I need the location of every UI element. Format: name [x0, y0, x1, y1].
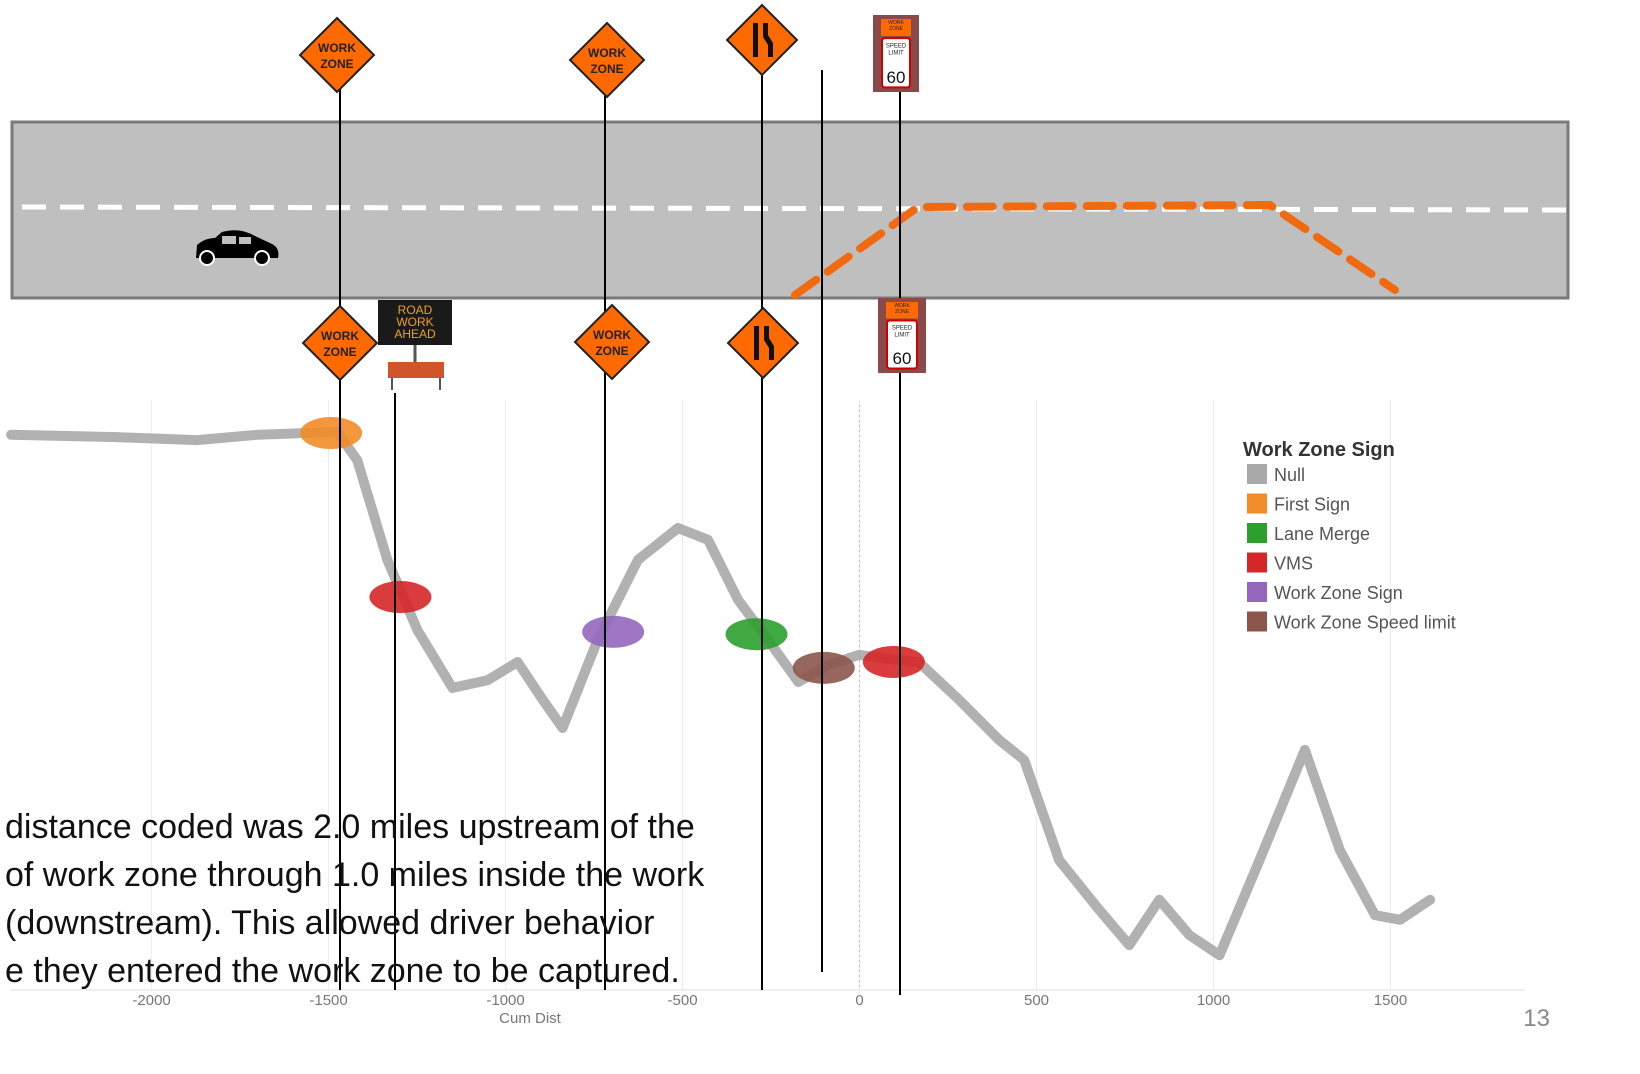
x-tick-label: 0	[855, 992, 863, 1009]
sign-marker	[726, 618, 788, 650]
sign-text: LIMIT	[888, 50, 904, 56]
merge-symbol	[754, 326, 759, 360]
sign-marker	[793, 652, 855, 684]
x-tick-label: 1000	[1197, 992, 1230, 1009]
sign-diamond	[728, 308, 798, 378]
sign-diamond	[575, 305, 649, 379]
sign-text: ZONE	[895, 309, 910, 315]
legend-swatch	[1247, 553, 1267, 573]
vms-trailer	[388, 362, 444, 378]
annotation-text: (downstream). This allowed driver behavi…	[5, 904, 654, 942]
sign-value: 60	[893, 349, 912, 368]
x-tick-label: -1500	[309, 992, 347, 1009]
lane-line	[22, 207, 1568, 210]
sign-text: ZONE	[590, 62, 623, 76]
legend-swatch	[1247, 612, 1267, 632]
legend-label: Null	[1274, 465, 1305, 485]
sign-text: SPEED	[886, 43, 907, 49]
sign-marker	[300, 417, 362, 449]
merge-symbol	[753, 23, 758, 57]
sign-text: ZONE	[889, 26, 904, 32]
x-tick-label: -2000	[132, 992, 170, 1009]
sign-marker	[582, 616, 644, 648]
x-axis-label: Cum Dist	[499, 1010, 562, 1027]
sign-text: WORK	[318, 41, 356, 55]
legend-label: Lane Merge	[1274, 524, 1370, 544]
sign-text: ZONE	[323, 345, 356, 359]
x-tick-label: -1000	[486, 992, 524, 1009]
sign-diamond	[727, 5, 797, 75]
x-tick-label: 500	[1024, 992, 1049, 1009]
sign-marker	[863, 646, 925, 678]
sign-text: WORK	[593, 328, 631, 342]
annotation-text: distance coded was 2.0 miles upstream of…	[5, 808, 695, 846]
sign-diamond	[300, 18, 374, 92]
legend-label: VMS	[1274, 554, 1313, 574]
sign-text: WORK	[588, 46, 626, 60]
legend-swatch	[1247, 582, 1267, 602]
legend-swatch	[1247, 464, 1267, 484]
sign-text: WORK	[321, 329, 359, 343]
annotation-text: e they entered the work zone to be captu…	[5, 952, 680, 990]
legend-label: Work Zone Speed limit	[1274, 613, 1456, 633]
legend-swatch	[1247, 494, 1267, 514]
vms-text: AHEAD	[394, 327, 436, 341]
legend-label: Work Zone Sign	[1274, 583, 1403, 603]
slide: 13 -2000 -1500 -1000 -500 0 500 1000 1500 Cum Di…	[0, 0, 1640, 1074]
page-number: 13	[1523, 1005, 1550, 1032]
sign-text: ZONE	[320, 57, 353, 71]
legend-label: First Sign	[1274, 495, 1350, 515]
sign-text: SPEED	[892, 326, 913, 332]
x-tick-label: 1500	[1374, 992, 1407, 1009]
x-tick-label: -500	[668, 992, 698, 1009]
sign-value: 60	[887, 68, 906, 87]
sign-marker	[369, 581, 431, 613]
legend-swatch	[1247, 523, 1267, 543]
sign-text: ZONE	[595, 344, 628, 358]
sign-text: LIMIT	[894, 333, 910, 339]
annotation-text: of work zone through 1.0 miles inside th…	[5, 856, 705, 894]
sign-diamond	[570, 23, 644, 97]
sign-diamond	[303, 306, 377, 380]
legend-title: Work Zone Sign	[1243, 439, 1395, 461]
